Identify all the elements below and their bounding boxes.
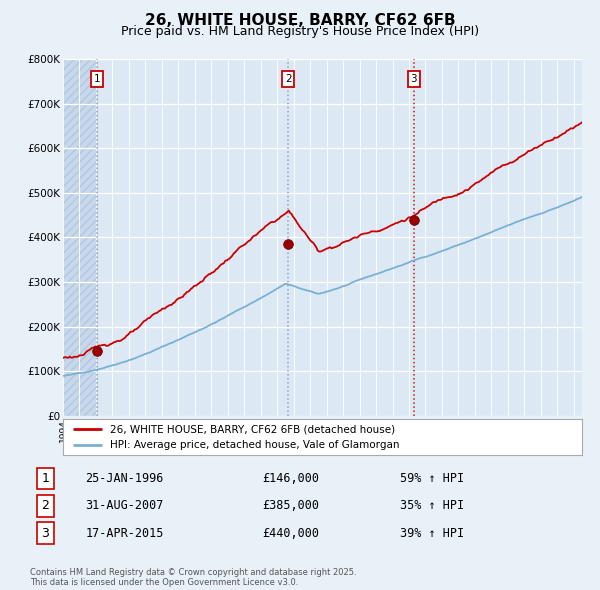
Text: HPI: Average price, detached house, Vale of Glamorgan: HPI: Average price, detached house, Vale… [110,440,399,450]
Text: 1: 1 [41,472,49,485]
Text: £440,000: £440,000 [262,527,319,540]
Text: 2: 2 [41,499,49,513]
Text: 31-AUG-2007: 31-AUG-2007 [85,499,164,513]
Text: 2: 2 [285,74,292,84]
Text: 17-APR-2015: 17-APR-2015 [85,527,164,540]
Text: 26, WHITE HOUSE, BARRY, CF62 6FB: 26, WHITE HOUSE, BARRY, CF62 6FB [145,13,455,28]
Text: Contains HM Land Registry data © Crown copyright and database right 2025.
This d: Contains HM Land Registry data © Crown c… [30,568,356,587]
Text: £146,000: £146,000 [262,472,319,485]
Text: 26, WHITE HOUSE, BARRY, CF62 6FB (detached house): 26, WHITE HOUSE, BARRY, CF62 6FB (detach… [110,424,395,434]
Text: £385,000: £385,000 [262,499,319,513]
Text: 1: 1 [94,74,100,84]
Bar [63,59,97,416]
Text: 3: 3 [41,527,49,540]
Text: 25-JAN-1996: 25-JAN-1996 [85,472,164,485]
Text: 39% ↑ HPI: 39% ↑ HPI [400,527,464,540]
Text: 35% ↑ HPI: 35% ↑ HPI [400,499,464,513]
Bar [63,59,97,416]
Text: Price paid vs. HM Land Registry's House Price Index (HPI): Price paid vs. HM Land Registry's House … [121,25,479,38]
Text: 3: 3 [410,74,417,84]
Text: 59% ↑ HPI: 59% ↑ HPI [400,472,464,485]
